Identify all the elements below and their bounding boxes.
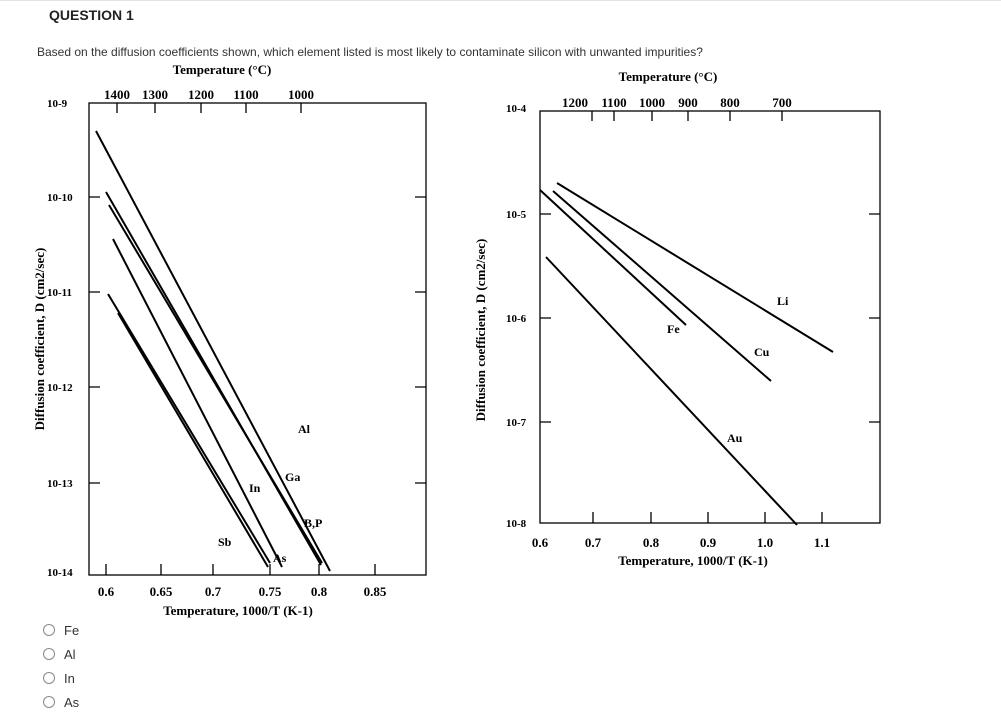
x-tick-marks bbox=[592, 512, 823, 523]
y-tick-marks bbox=[89, 196, 426, 484]
y-tick-label: 10-7 bbox=[506, 417, 527, 429]
series-line-b-p bbox=[108, 204, 323, 564]
option-label: As bbox=[64, 694, 80, 710]
y-tick-label: 10-10 bbox=[47, 192, 73, 204]
y-tick-label: 10-14 bbox=[47, 567, 73, 579]
chart-right-series-labels: Li Cu Fe Au bbox=[667, 294, 789, 445]
series-label-sb: Sb bbox=[218, 535, 232, 549]
chart-right-series bbox=[539, 182, 834, 526]
chart-right-y-ticks: 10-4 10-5 10-6 10-7 10-8 bbox=[506, 103, 880, 530]
chart-left-top-ticks: 1400 1300 1200 1100 1000 bbox=[104, 87, 314, 113]
x-tick-label: 0.7 bbox=[205, 584, 222, 599]
top-tick-label: 1400 bbox=[104, 87, 130, 102]
series-label-as: As bbox=[273, 551, 287, 565]
chart-right-top-ticks: 1200 1100 1000 900 800 700 bbox=[562, 95, 792, 121]
chart-left-series-labels: Al Ga B,P In As Sb bbox=[218, 422, 322, 565]
chart-right: Temperature (°C) Diffusion coefficient, … bbox=[473, 69, 881, 568]
chart-right-xlabel: Temperature, 1000/T (K-1) bbox=[618, 553, 768, 568]
y-tick-label: 10-5 bbox=[506, 209, 527, 221]
series-line-au bbox=[545, 256, 798, 526]
top-tick-label: 1200 bbox=[188, 87, 214, 102]
top-tick-marks bbox=[591, 111, 783, 121]
chart-right-frame bbox=[539, 110, 881, 524]
option-fe[interactable]: Fe bbox=[43, 618, 79, 642]
x-tick-label: 0.7 bbox=[585, 535, 602, 550]
x-tick-label: 0.6 bbox=[98, 584, 115, 599]
series-label-cu: Cu bbox=[754, 345, 770, 359]
radio-button-fe[interactable] bbox=[43, 624, 55, 636]
y-tick-label: 10-4 bbox=[506, 103, 527, 115]
series-label-in: In bbox=[249, 481, 261, 495]
y-tick-label: 10-6 bbox=[506, 313, 527, 325]
x-tick-label: 0.6 bbox=[532, 535, 549, 550]
y-tick-label: 10-9 bbox=[47, 98, 68, 110]
top-divider bbox=[0, 0, 1001, 1]
series-line-al bbox=[95, 130, 331, 572]
y-tick-label: 10-12 bbox=[47, 382, 73, 394]
y-tick-label: 10-8 bbox=[506, 518, 527, 530]
x-tick-label: 0.8 bbox=[643, 535, 660, 550]
option-as[interactable]: As bbox=[43, 690, 79, 714]
series-line-cu bbox=[552, 190, 772, 382]
question-text: Based on the diffusion coefficients show… bbox=[37, 45, 703, 59]
series-label-au: Au bbox=[727, 431, 743, 445]
chart-left-y-ticks: 10-9 10-10 10-11 10-12 10-13 10-14 bbox=[47, 98, 426, 579]
y-tick-marks bbox=[540, 213, 880, 423]
radio-button-in[interactable] bbox=[43, 672, 55, 684]
series-label-b-p: B,P bbox=[304, 516, 322, 530]
chart-right-top-axis-title: Temperature (°C) bbox=[619, 69, 718, 84]
option-in[interactable]: In bbox=[43, 666, 79, 690]
answer-options: Fe Al In As bbox=[43, 618, 79, 714]
x-tick-label: 0.9 bbox=[700, 535, 717, 550]
x-tick-label: 0.65 bbox=[150, 584, 173, 599]
chart-left: Temperature (°C) Diffusion coefficient, … bbox=[32, 62, 427, 618]
option-label: Al bbox=[64, 646, 76, 662]
top-tick-label: 1000 bbox=[288, 87, 314, 102]
x-tick-label: 0.8 bbox=[311, 584, 328, 599]
y-tick-label: 10-11 bbox=[47, 287, 72, 299]
x-tick-label: 1.1 bbox=[814, 535, 830, 550]
top-tick-label: 1100 bbox=[233, 87, 258, 102]
top-tick-label: 900 bbox=[678, 95, 698, 110]
x-tick-label: 1.0 bbox=[757, 535, 773, 550]
x-tick-label: 0.85 bbox=[364, 584, 387, 599]
option-label: In bbox=[64, 670, 75, 686]
series-line-li bbox=[556, 182, 834, 353]
chart-left-frame bbox=[88, 102, 427, 576]
x-tick-marks bbox=[105, 564, 376, 575]
option-label: Fe bbox=[64, 622, 80, 638]
y-tick-label: 10-13 bbox=[47, 478, 73, 490]
option-al[interactable]: Al bbox=[43, 642, 79, 666]
radio-button-al[interactable] bbox=[43, 648, 55, 660]
top-tick-label: 1200 bbox=[562, 95, 588, 110]
top-tick-label: 1300 bbox=[142, 87, 168, 102]
series-label-fe: Fe bbox=[667, 322, 680, 336]
top-tick-label: 1000 bbox=[639, 95, 665, 110]
series-line-fe bbox=[539, 189, 687, 326]
chart-right-x-ticks: 0.6 0.7 0.8 0.9 1.0 1.1 bbox=[532, 512, 830, 550]
chart-left-series bbox=[95, 130, 331, 572]
series-line-as bbox=[117, 312, 269, 568]
chart-left-ylabel: Diffusion coefficient, D (cm2/sec) bbox=[32, 248, 47, 431]
series-label-ga: Ga bbox=[285, 470, 300, 484]
series-label-al: Al bbox=[298, 422, 311, 436]
top-tick-marks bbox=[116, 103, 302, 113]
series-line-sb bbox=[107, 293, 271, 564]
radio-button-as[interactable] bbox=[43, 696, 55, 708]
chart-left-x-ticks: 0.6 0.65 0.7 0.75 0.8 0.85 bbox=[98, 564, 387, 599]
top-tick-label: 800 bbox=[720, 95, 740, 110]
top-tick-label: 700 bbox=[772, 95, 792, 110]
chart-left-xlabel: Temperature, 1000/T (K-1) bbox=[163, 603, 313, 618]
x-tick-label: 0.75 bbox=[259, 584, 282, 599]
top-tick-label: 1100 bbox=[601, 95, 626, 110]
chart-right-ylabel: Diffusion coefficient, D (cm2/sec) bbox=[473, 239, 488, 422]
chart-left-top-axis-title: Temperature (°C) bbox=[173, 62, 272, 77]
series-label-li: Li bbox=[777, 294, 789, 308]
question-title: QUESTION 1 bbox=[49, 7, 134, 23]
series-line-in bbox=[112, 238, 283, 568]
